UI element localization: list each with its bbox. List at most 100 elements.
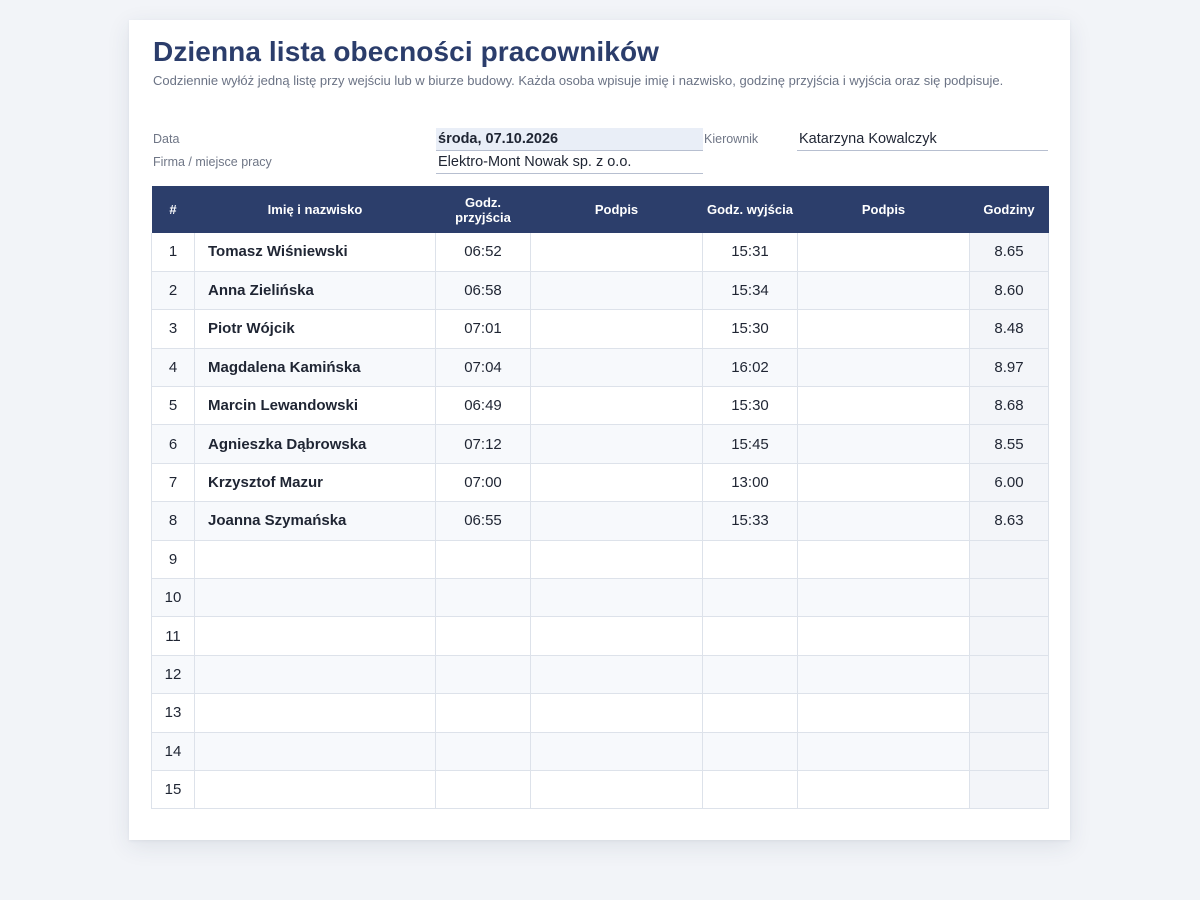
signature-in-cell[interactable] [530,655,703,695]
departure-time-cell[interactable]: 15:30 [702,386,798,426]
signature-out-cell[interactable] [797,309,970,349]
employee-name-cell[interactable]: Krzysztof Mazur [194,463,436,503]
employee-name-cell[interactable] [194,770,436,810]
departure-time-cell[interactable]: 15:31 [702,233,798,272]
arrival-time-cell[interactable]: 06:52 [435,233,531,272]
signature-out-cell[interactable] [797,463,970,503]
row-number: 12 [151,655,195,695]
arrival-time-cell[interactable]: 07:04 [435,348,531,388]
date-field[interactable]: środa, 07.10.2026 [436,128,703,151]
employee-name-cell[interactable]: Agnieszka Dąbrowska [194,424,436,464]
signature-out-cell[interactable] [797,770,970,810]
signature-in-cell[interactable] [530,309,703,349]
row-number: 2 [151,271,195,311]
arrival-time-cell[interactable]: 06:49 [435,386,531,426]
signature-in-cell[interactable] [530,463,703,503]
employee-name-cell[interactable] [194,732,436,771]
row-number: 1 [151,233,195,272]
arrival-time-cell[interactable]: 06:58 [435,271,531,311]
departure-time-cell[interactable] [702,540,798,580]
departure-time-cell[interactable] [702,616,798,656]
row-number: 7 [151,463,195,503]
arrival-time-cell[interactable]: 07:12 [435,424,531,464]
signature-in-cell[interactable] [530,540,703,580]
arrival-time-cell[interactable]: 06:55 [435,501,531,541]
company-field[interactable]: Elektro-Mont Nowak sp. z o.o. [436,151,703,174]
departure-time-cell[interactable]: 15:30 [702,309,798,349]
signature-out-cell[interactable] [797,693,970,733]
signature-out-cell[interactable] [797,578,970,618]
signature-out-cell[interactable] [797,540,970,580]
signature-in-cell[interactable] [530,732,703,771]
col-header-departure: Godz. wyjścia [702,186,798,233]
table-row: 9 [151,540,1049,580]
arrival-time-cell[interactable]: 07:01 [435,309,531,349]
departure-time-cell[interactable] [702,578,798,618]
signature-in-cell[interactable] [530,616,703,656]
signature-out-cell[interactable] [797,348,970,388]
employee-name-cell[interactable]: Marcin Lewandowski [194,386,436,426]
row-number: 11 [151,616,195,656]
signature-out-cell[interactable] [797,616,970,656]
departure-time-cell[interactable]: 13:00 [702,463,798,503]
departure-time-cell[interactable]: 15:33 [702,501,798,541]
hours-cell [969,616,1049,656]
signature-in-cell[interactable] [530,770,703,810]
signature-out-cell[interactable] [797,732,970,771]
company-label: Firma / miejsce pracy [153,155,272,169]
arrival-time-cell[interactable] [435,770,531,810]
employee-name-cell[interactable] [194,693,436,733]
signature-in-cell[interactable] [530,271,703,311]
arrival-time-cell[interactable]: 07:00 [435,463,531,503]
signature-out-cell[interactable] [797,386,970,426]
departure-time-cell[interactable]: 15:34 [702,271,798,311]
signature-out-cell[interactable] [797,271,970,311]
signature-in-cell[interactable] [530,501,703,541]
signature-out-cell[interactable] [797,424,970,464]
row-number: 10 [151,578,195,618]
row-number: 14 [151,732,195,771]
employee-name-cell[interactable] [194,540,436,580]
row-number: 5 [151,386,195,426]
employee-name-cell[interactable] [194,578,436,618]
signature-out-cell[interactable] [797,233,970,272]
col-header-signature-out: Podpis [797,186,970,233]
employee-name-cell[interactable] [194,616,436,656]
employee-name-cell[interactable]: Magdalena Kamińska [194,348,436,388]
hours-cell: 8.63 [969,501,1049,541]
departure-time-cell[interactable] [702,770,798,810]
signature-in-cell[interactable] [530,386,703,426]
employee-name-cell[interactable]: Tomasz Wiśniewski [194,233,436,272]
departure-time-cell[interactable] [702,732,798,771]
departure-time-cell[interactable] [702,655,798,695]
departure-time-cell[interactable]: 16:02 [702,348,798,388]
table-row: 14 [151,732,1049,771]
manager-field[interactable]: Katarzyna Kowalczyk [797,128,1048,151]
arrival-time-cell[interactable] [435,578,531,618]
departure-time-cell[interactable] [702,693,798,733]
signature-in-cell[interactable] [530,424,703,464]
hours-cell: 8.60 [969,271,1049,311]
employee-name-cell[interactable]: Piotr Wójcik [194,309,436,349]
employee-name-cell[interactable] [194,655,436,695]
table-row: 12 [151,655,1049,695]
arrival-time-cell[interactable] [435,655,531,695]
arrival-time-cell[interactable] [435,732,531,771]
table-row: 7 Krzysztof Mazur 07:00 13:00 6.00 [151,463,1049,503]
signature-in-cell[interactable] [530,578,703,618]
signature-in-cell[interactable] [530,233,703,272]
col-header-arrival: Godz. przyjścia [435,186,531,233]
employee-name-cell[interactable]: Joanna Szymańska [194,501,436,541]
departure-time-cell[interactable]: 15:45 [702,424,798,464]
arrival-time-cell[interactable] [435,540,531,580]
signature-out-cell[interactable] [797,501,970,541]
arrival-time-cell[interactable] [435,693,531,733]
signature-out-cell[interactable] [797,655,970,695]
row-number: 8 [151,501,195,541]
employee-name-cell[interactable]: Anna Zielińska [194,271,436,311]
page-title: Dzienna lista obecności pracowników [153,36,660,67]
signature-in-cell[interactable] [530,693,703,733]
hours-cell [969,540,1049,580]
signature-in-cell[interactable] [530,348,703,388]
arrival-time-cell[interactable] [435,616,531,656]
